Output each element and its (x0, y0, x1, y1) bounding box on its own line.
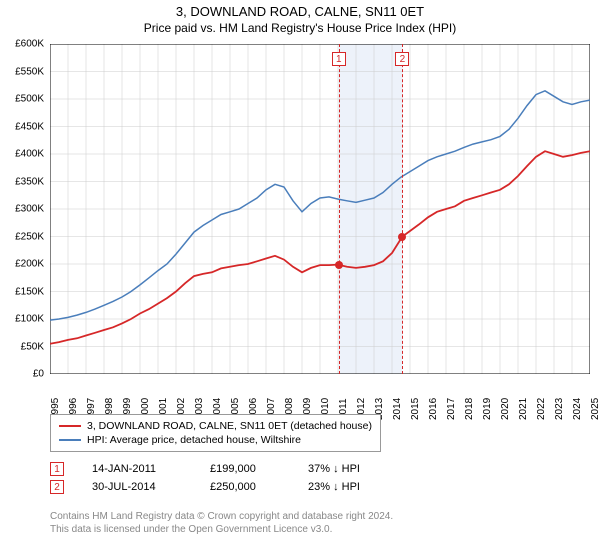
sale-date: 14-JAN-2011 (92, 463, 182, 475)
y-tick-label: £550K (15, 66, 44, 77)
x-tick-label: 2025 (590, 398, 600, 420)
sale-dot (335, 261, 343, 269)
y-tick-label: £400K (15, 149, 44, 160)
sale-marker: 2 (50, 480, 64, 494)
x-tick-label: 2023 (554, 398, 565, 420)
x-tick-label: 2019 (482, 398, 493, 420)
legend-swatch (59, 425, 81, 427)
x-axis: 1995199619971998199920002001200220032004… (50, 376, 590, 412)
title-sub: Price paid vs. HM Land Registry's House … (0, 21, 600, 35)
x-tick-label: 2021 (518, 398, 529, 420)
y-tick-label: £250K (15, 231, 44, 242)
footnote-line1: Contains HM Land Registry data © Crown c… (50, 510, 590, 523)
sale-marker: 1 (50, 462, 64, 476)
plot-area: 12 (50, 44, 590, 374)
sale-pct: 37% ↓ HPI (308, 463, 408, 475)
legend-row: 3, DOWNLAND ROAD, CALNE, SN11 0ET (detac… (59, 419, 372, 433)
sale-date: 30-JUL-2014 (92, 481, 182, 493)
sale-dot (398, 233, 406, 241)
sales-table: 1 14-JAN-2011 £199,000 37% ↓ HPI 2 30-JUL-201… (50, 460, 408, 496)
y-tick-label: £350K (15, 176, 44, 187)
sale-price: £250,000 (210, 481, 280, 493)
sale-row: 2 30-JUL-2014 £250,000 23% ↓ HPI (50, 478, 408, 496)
x-tick-label: 2020 (500, 398, 511, 420)
x-tick-label: 2024 (572, 398, 583, 420)
y-tick-label: £50K (21, 341, 44, 352)
y-tick-label: £450K (15, 121, 44, 132)
sale-price: £199,000 (210, 463, 280, 475)
y-tick-label: £0 (33, 369, 44, 380)
legend-label: 3, DOWNLAND ROAD, CALNE, SN11 0ET (detac… (87, 420, 372, 432)
y-tick-label: £300K (15, 204, 44, 215)
event-line (339, 44, 340, 374)
legend-swatch (59, 439, 81, 441)
event-line (402, 44, 403, 374)
legend-label: HPI: Average price, detached house, Wilt… (87, 434, 301, 446)
sale-pct: 23% ↓ HPI (308, 481, 408, 493)
x-tick-label: 2017 (446, 398, 457, 420)
event-marker: 2 (395, 52, 409, 66)
footnote: Contains HM Land Registry data © Crown c… (50, 510, 590, 536)
y-axis: £0£50K£100K£150K£200K£250K£300K£350K£400… (0, 44, 48, 374)
x-tick-label: 2014 (392, 398, 403, 420)
y-tick-label: £500K (15, 94, 44, 105)
legend: 3, DOWNLAND ROAD, CALNE, SN11 0ET (detac… (50, 414, 381, 452)
y-tick-label: £100K (15, 314, 44, 325)
plot-svg (50, 44, 590, 374)
x-tick-label: 2022 (536, 398, 547, 420)
legend-row: HPI: Average price, detached house, Wilt… (59, 433, 372, 447)
y-tick-label: £200K (15, 259, 44, 270)
title-main: 3, DOWNLAND ROAD, CALNE, SN11 0ET (0, 4, 600, 19)
y-tick-label: £150K (15, 286, 44, 297)
footnote-line2: This data is licensed under the Open Gov… (50, 523, 590, 536)
x-tick-label: 2018 (464, 398, 475, 420)
chart-container: 3, DOWNLAND ROAD, CALNE, SN11 0ET Price … (0, 0, 600, 560)
x-tick-label: 2015 (410, 398, 421, 420)
title-block: 3, DOWNLAND ROAD, CALNE, SN11 0ET Price … (0, 0, 600, 35)
event-marker: 1 (332, 52, 346, 66)
y-tick-label: £600K (15, 39, 44, 50)
sale-row: 1 14-JAN-2011 £199,000 37% ↓ HPI (50, 460, 408, 478)
x-tick-label: 2016 (428, 398, 439, 420)
